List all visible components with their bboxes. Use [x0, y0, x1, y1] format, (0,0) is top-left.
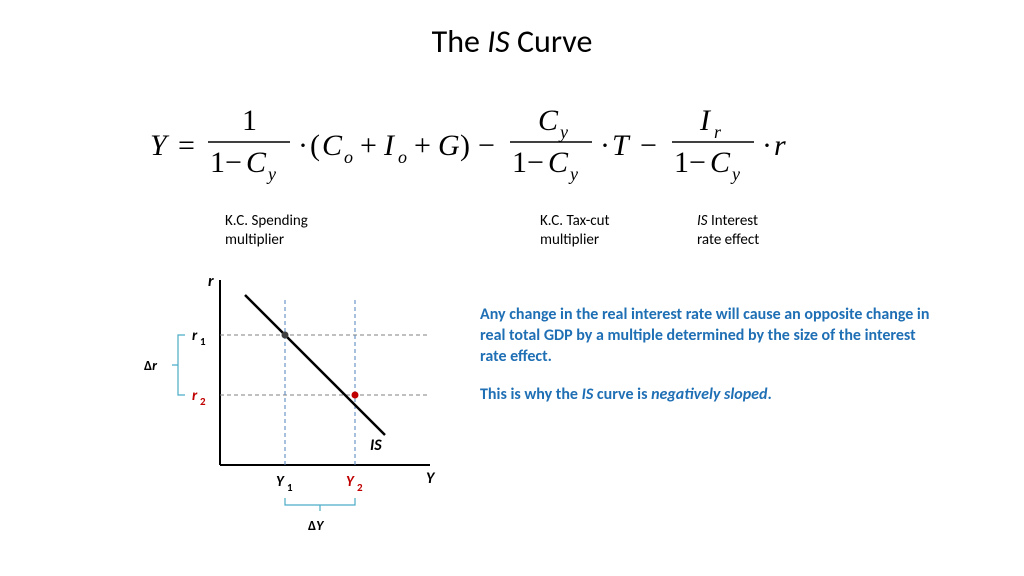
interest-l2: rate effect	[697, 231, 759, 249]
interest-post: Interest	[708, 212, 758, 230]
equation-svg: Y = 1 1 − C y · ( C o + I o + G ) − C y	[150, 100, 874, 190]
interest-is: IS	[697, 212, 708, 230]
svg-text:−: −	[478, 129, 495, 162]
svg-text:+: +	[360, 129, 377, 162]
is-curve-graph: r Y r 1 r 2 Y 1 Y 2 IS Δr ΔY	[130, 270, 450, 550]
svg-text:ΔY: ΔY	[308, 517, 325, 534]
svg-text:+: +	[414, 129, 431, 162]
svg-text:y: y	[558, 122, 568, 142]
svg-text:1: 1	[242, 104, 257, 137]
graph-svg: r Y r 1 r 2 Y 1 Y 2 IS Δr ΔY	[130, 270, 450, 550]
title-post: Curve	[510, 22, 593, 61]
svg-text:−: −	[225, 146, 242, 179]
svg-text:Δr: Δr	[144, 357, 158, 374]
svg-text:2: 2	[357, 481, 363, 494]
svg-text:·: ·	[762, 129, 772, 162]
svg-text:C: C	[548, 146, 569, 179]
svg-text:T: T	[612, 129, 631, 162]
svg-text:): )	[460, 129, 470, 162]
svg-text:(: (	[310, 129, 320, 162]
svg-text:Y: Y	[346, 473, 355, 491]
explain-p1: Any change in the real interest rate wil…	[480, 305, 940, 367]
svg-text:−: −	[640, 129, 657, 162]
svg-text:=: =	[178, 129, 195, 162]
svg-text:C: C	[710, 146, 731, 179]
svg-text:Y: Y	[276, 473, 285, 491]
svg-text:r: r	[774, 129, 786, 162]
svg-text:−: −	[527, 146, 544, 179]
slide-title: The IS Curve	[0, 0, 1024, 61]
svg-text:r: r	[192, 387, 198, 405]
svg-text:y: y	[568, 164, 578, 184]
svg-text:Y: Y	[150, 129, 170, 162]
svg-text:C: C	[246, 146, 267, 179]
svg-text:r: r	[192, 327, 198, 345]
svg-text:−: −	[689, 146, 706, 179]
svg-text:r: r	[208, 272, 214, 291]
svg-text:G: G	[438, 129, 460, 162]
is-equation: Y = 1 1 − C y · ( C o + I o + G ) − C y	[150, 100, 874, 190]
svg-text:IS: IS	[370, 436, 382, 455]
svg-text:r: r	[714, 122, 722, 142]
svg-text:o: o	[398, 147, 407, 167]
svg-text:1: 1	[287, 481, 293, 494]
svg-text:1: 1	[512, 146, 527, 179]
interest-effect-label: IS Interest rate effect	[697, 212, 759, 250]
explanation-text: Any change in the real interest rate wil…	[480, 305, 940, 424]
spending-multiplier-label: K.C. Spending multiplier	[225, 212, 308, 250]
taxcut-l1: K.C. Tax-cut	[540, 212, 610, 230]
svg-text:C: C	[322, 129, 343, 162]
explain-p2: This is why the IS curve is negatively s…	[480, 385, 940, 406]
svg-text:2: 2	[200, 395, 206, 408]
svg-text:·: ·	[600, 129, 610, 162]
title-is: IS	[487, 22, 510, 61]
taxcut-l2: multiplier	[540, 231, 599, 249]
svg-text:y: y	[266, 164, 276, 184]
svg-text:I: I	[699, 104, 712, 137]
svg-text:y: y	[730, 164, 740, 184]
taxcut-multiplier-label: K.C. Tax-cut multiplier	[540, 212, 610, 250]
spending-l2: multiplier	[225, 231, 284, 249]
svg-text:C: C	[538, 104, 559, 137]
svg-text:Y: Y	[426, 469, 436, 488]
svg-text:o: o	[344, 147, 353, 167]
title-pre: The	[432, 22, 488, 61]
svg-text:·: ·	[298, 129, 308, 162]
interest-l1: IS Interest	[697, 212, 758, 230]
svg-text:I: I	[383, 129, 396, 162]
svg-text:1: 1	[674, 146, 689, 179]
spending-l1: K.C. Spending	[225, 212, 308, 230]
svg-text:1: 1	[210, 146, 225, 179]
svg-text:1: 1	[200, 335, 206, 348]
